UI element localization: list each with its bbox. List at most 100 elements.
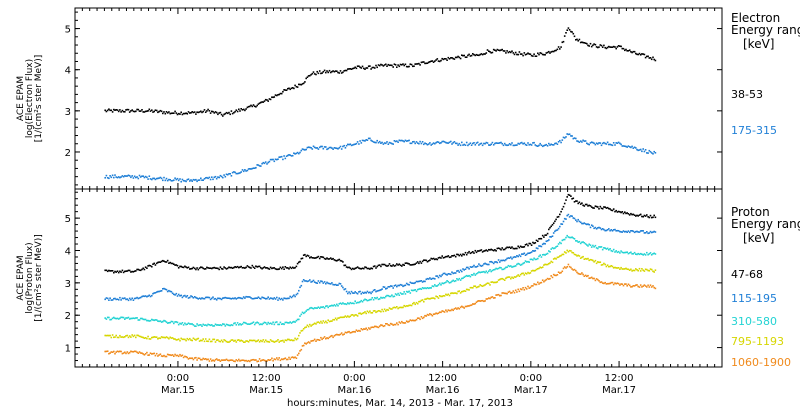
data-point [317, 321, 320, 323]
data-point [399, 292, 402, 294]
data-point [551, 247, 554, 249]
data-point [578, 255, 581, 257]
data-point [305, 310, 307, 312]
data-point [170, 112, 173, 115]
data-point [424, 314, 426, 317]
data-point [185, 323, 187, 326]
data-point [274, 321, 277, 324]
data-point [283, 155, 285, 157]
data-point [382, 310, 385, 313]
data-point [348, 316, 350, 318]
data-point [224, 112, 227, 115]
data-point [431, 143, 434, 145]
data-point [652, 56, 654, 59]
data-point [484, 300, 486, 302]
data-point [255, 265, 257, 267]
data-point [355, 142, 358, 145]
data-point [445, 281, 447, 284]
data-point [403, 322, 405, 324]
data-point [114, 174, 116, 176]
data-point [386, 265, 388, 267]
data-point [364, 266, 366, 268]
data-point [139, 269, 142, 272]
data-point [307, 325, 310, 328]
data-point [578, 38, 581, 41]
data-point [251, 297, 254, 300]
data-point [628, 269, 631, 271]
data-point [492, 269, 495, 271]
data-point [565, 252, 567, 254]
data-point [404, 139, 407, 142]
data-point [530, 54, 533, 57]
data-point [562, 267, 565, 270]
data-point [556, 143, 559, 145]
data-point [374, 289, 376, 291]
data-point [472, 303, 474, 305]
data-point [507, 246, 510, 249]
data-point [503, 50, 506, 52]
data-point [321, 306, 323, 309]
data-point [459, 57, 462, 60]
data-point [508, 257, 511, 259]
data-point [415, 290, 418, 293]
data-point [635, 52, 637, 55]
data-point [648, 253, 651, 255]
data-point [522, 272, 524, 275]
data-point [377, 289, 380, 292]
data-point [514, 247, 517, 250]
data-point [304, 311, 306, 314]
data-point [595, 46, 598, 48]
data-point [184, 180, 186, 182]
data-point [627, 283, 630, 286]
data-point [291, 339, 294, 342]
x-tick-date: Mar.16 [337, 385, 371, 396]
data-point [130, 317, 132, 320]
data-point [138, 110, 141, 112]
data-point [136, 176, 138, 178]
data-point [496, 247, 499, 250]
data-point [622, 284, 625, 287]
data-point [538, 267, 540, 270]
data-point [381, 64, 383, 66]
data-point [452, 57, 454, 60]
data-point [211, 297, 213, 300]
data-point [348, 143, 350, 146]
data-point [525, 261, 528, 263]
data-point [110, 318, 113, 321]
data-point [235, 109, 238, 111]
data-point [388, 64, 391, 67]
data-point [215, 267, 218, 269]
data-point [135, 270, 137, 272]
data-point [214, 323, 217, 326]
data-point [229, 173, 231, 175]
data-point [461, 270, 463, 273]
data-point [196, 323, 198, 325]
data-point [443, 295, 446, 297]
data-point [486, 142, 489, 144]
data-point [502, 259, 505, 262]
data-point [478, 271, 480, 273]
data-point [179, 265, 181, 268]
data-point [615, 209, 617, 212]
data-point [646, 268, 648, 271]
data-point [646, 55, 648, 58]
data-point [387, 309, 390, 311]
data-point [461, 305, 463, 308]
data-point [313, 146, 316, 149]
data-point [481, 285, 484, 287]
data-point [525, 53, 528, 55]
data-point [301, 257, 304, 260]
data-point [402, 306, 404, 309]
data-point [204, 324, 207, 326]
data-point [119, 334, 121, 337]
data-point [179, 178, 181, 180]
data-point [278, 323, 280, 326]
data-point [448, 282, 451, 284]
data-point [195, 356, 197, 359]
data-point [525, 288, 528, 290]
data-point [120, 336, 122, 338]
data-point [144, 110, 147, 113]
data-point [404, 63, 407, 66]
data-point [268, 160, 271, 163]
data-point [359, 66, 361, 69]
